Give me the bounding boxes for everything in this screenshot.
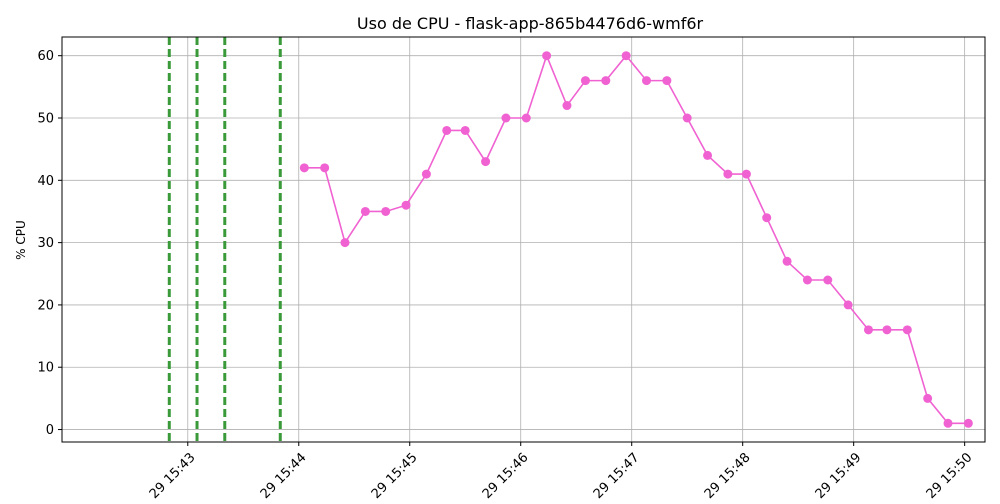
data-point — [863, 325, 873, 335]
data-point — [963, 418, 973, 428]
data-point — [662, 76, 672, 86]
data-point — [481, 157, 491, 167]
data-point — [542, 51, 552, 61]
data-point — [460, 125, 470, 135]
data-point — [882, 325, 892, 335]
series-line — [304, 53, 969, 425]
y-tick-label: 30 — [37, 236, 54, 251]
data-point — [723, 169, 733, 179]
y-tick-label: 0 — [46, 423, 54, 438]
y-tick-label: 50 — [37, 112, 54, 127]
data-point — [299, 163, 309, 173]
data-point — [823, 275, 833, 285]
data-point — [703, 150, 713, 160]
data-point — [501, 113, 511, 123]
data-point — [401, 200, 411, 210]
y-tick-label: 20 — [37, 298, 54, 313]
y-tick-label: 60 — [37, 49, 54, 64]
chart-title: Uso de CPU - flask-app-865b4476d6-wmf6r — [357, 14, 704, 33]
data-point — [943, 418, 953, 428]
data-point — [843, 300, 853, 310]
y-tick-label: 40 — [37, 174, 54, 189]
data-point — [442, 125, 452, 135]
data-point — [741, 169, 751, 179]
data-point — [642, 76, 652, 86]
data-point — [601, 76, 611, 86]
series-layer — [299, 51, 973, 428]
data-point — [521, 113, 531, 123]
data-point — [902, 325, 912, 335]
data-point — [762, 213, 772, 223]
data-point — [320, 163, 330, 173]
data-point — [381, 206, 391, 216]
plot-frame — [61, 36, 986, 443]
y-tick-label: 10 — [37, 361, 54, 376]
data-point — [340, 238, 350, 248]
data-point — [802, 275, 812, 285]
data-point — [421, 169, 431, 179]
data-point — [682, 113, 692, 123]
data-point — [621, 51, 631, 61]
y-axis-label: % CPU — [14, 220, 28, 260]
data-point — [360, 206, 370, 216]
data-point — [782, 256, 792, 266]
data-point — [562, 101, 572, 111]
event-marker-layer — [167, 37, 282, 442]
data-point — [580, 76, 590, 86]
data-point — [923, 393, 933, 403]
